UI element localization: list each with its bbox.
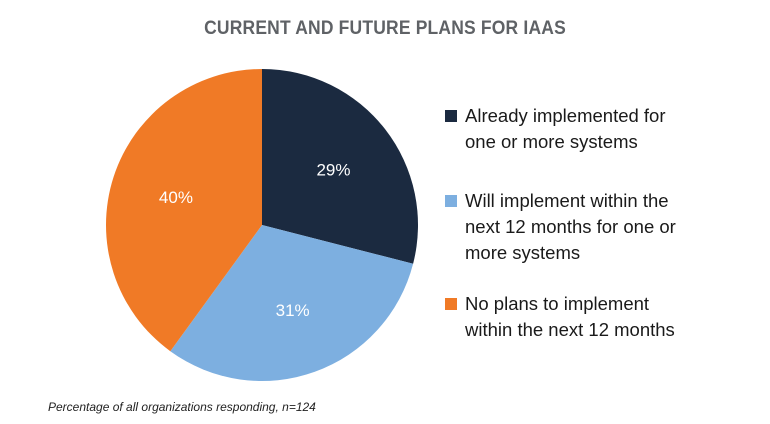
- legend-item: Already implemented for one or more syste…: [445, 103, 666, 155]
- slice-value-label: 29%: [316, 161, 350, 180]
- chart-footnote: Percentage of all organizations respondi…: [48, 400, 316, 414]
- pie-slice-29: [262, 69, 418, 264]
- pie-slice-31: [170, 225, 414, 382]
- slice-value-label: 40%: [159, 188, 193, 207]
- slice-value-label: 31%: [276, 301, 310, 320]
- legend-label: No plans to implement within the next 12 …: [465, 293, 675, 340]
- legend-label: Already implemented for one or more syste…: [465, 105, 666, 152]
- legend-swatch: [445, 298, 457, 310]
- legend-item: Will implement within the next 12 months …: [445, 188, 676, 266]
- legend-label: Will implement within the next 12 months …: [465, 190, 676, 263]
- legend-swatch: [445, 110, 457, 122]
- chart-title: CURRENT AND FUTURE PLANS FOR IAAS: [204, 18, 566, 39]
- legend-item: No plans to implement within the next 12 …: [445, 291, 675, 343]
- legend-swatch: [445, 195, 457, 207]
- pie-slice-40: [105, 69, 263, 352]
